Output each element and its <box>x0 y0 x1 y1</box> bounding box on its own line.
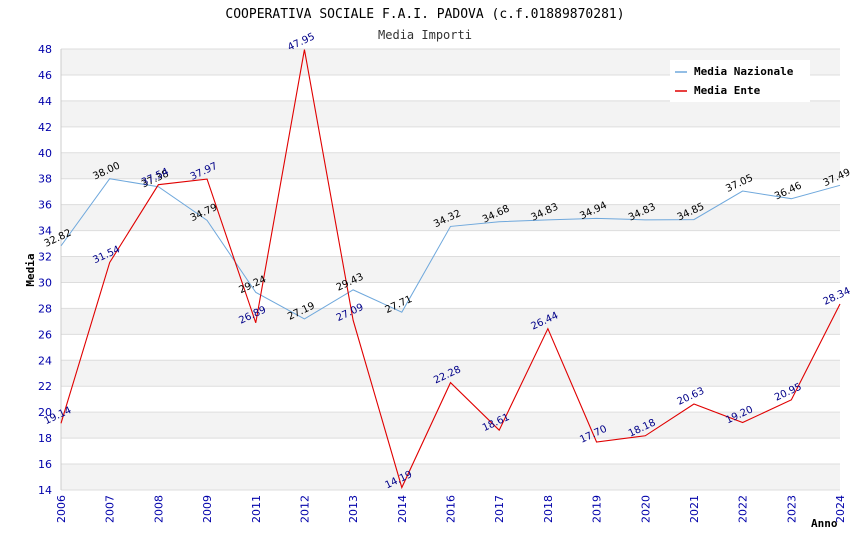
x-axis-ticks: 2006 2007 2008 2009 2011 2012 2013 2014 2016 2017… <box>55 495 847 523</box>
y-tick-label: 48 <box>38 43 52 56</box>
grid-band <box>61 100 840 127</box>
x-tick-label: 2012 <box>298 495 311 523</box>
x-tick-label: 2018 <box>542 495 555 523</box>
x-tick-label: 2007 <box>104 495 117 523</box>
x-tick-label: 2022 <box>737 495 750 523</box>
y-tick-label: 40 <box>38 147 52 160</box>
x-tick-label: 2020 <box>639 495 652 523</box>
y-tick-label: 44 <box>38 95 52 108</box>
x-tick-label: 2013 <box>347 495 360 523</box>
y-tick-label: 24 <box>38 354 52 367</box>
legend: Media Nazionale Media Ente <box>670 60 810 102</box>
x-tick-label: 2017 <box>493 495 506 523</box>
series-lines <box>60 49 841 490</box>
legend-box <box>670 60 810 102</box>
y-tick-label: 14 <box>38 484 52 497</box>
grid-band <box>61 282 840 309</box>
y-tick-label: 18 <box>38 432 52 445</box>
x-tick-label: 2006 <box>55 495 68 523</box>
grid-band <box>61 334 840 361</box>
y-tick-label: 42 <box>38 121 52 134</box>
x-tick-label: 2021 <box>688 495 701 523</box>
x-tick-label: 2023 <box>785 495 798 523</box>
legend-label-ente: Media Ente <box>694 84 761 97</box>
y-tick-label: 34 <box>38 225 52 238</box>
grid-band <box>61 126 840 153</box>
series-line-ente <box>60 49 841 490</box>
y-tick-label: 28 <box>38 302 52 315</box>
x-axis-label: Anno <box>811 517 838 530</box>
grid-band <box>61 178 840 205</box>
chart-title: COOPERATIVA SOCIALE F.A.I. PADOVA (c.f.0… <box>225 7 624 22</box>
x-tick-label: 2009 <box>201 495 214 523</box>
x-tick-label: 2014 <box>396 495 409 523</box>
legend-label-nazionale: Media Nazionale <box>694 65 794 78</box>
grid-band <box>61 230 840 257</box>
x-tick-label: 2024 <box>834 495 847 523</box>
grid-band <box>61 386 840 413</box>
grid-band <box>61 256 840 283</box>
series-line-nazionale <box>60 178 841 320</box>
y-tick-label: 26 <box>38 328 52 341</box>
y-tick-label: 20 <box>38 406 52 419</box>
grid-band <box>61 464 840 490</box>
y-tick-label: 22 <box>38 380 52 393</box>
grid-band <box>61 438 840 465</box>
y-tick-label: 38 <box>38 173 52 186</box>
grid-bands <box>61 49 840 490</box>
y-tick-label: 36 <box>38 199 52 212</box>
grid-band <box>61 152 840 179</box>
x-tick-label: 2019 <box>591 495 604 523</box>
x-tick-label: 2011 <box>250 495 263 523</box>
y-axis-ticks: 14 16 18 20 22 24 26 28 30 32 34 36 38 40 42 44 46 48 <box>38 43 52 497</box>
x-tick-label: 2016 <box>445 495 458 523</box>
y-tick-label: 30 <box>38 276 52 289</box>
y-tick-label: 16 <box>38 458 52 471</box>
grid-band <box>61 412 840 439</box>
y-tick-label: 32 <box>38 251 52 264</box>
y-axis-label: Media <box>24 253 37 286</box>
grid-lines <box>60 48 840 491</box>
x-tick-label: 2008 <box>152 495 165 523</box>
y-tick-label: 46 <box>38 69 52 82</box>
chart-subtitle: Media Importi <box>378 28 472 42</box>
grid-band <box>61 308 840 335</box>
